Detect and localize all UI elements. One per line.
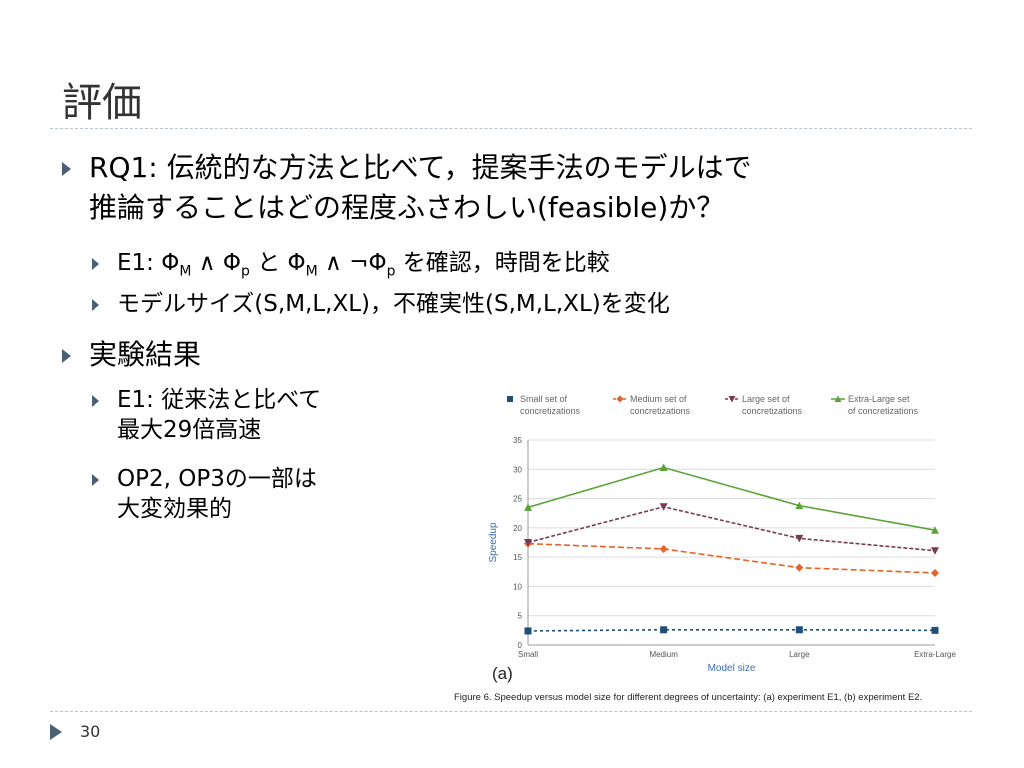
panel-label: (a) (492, 664, 513, 683)
result1-line2: 最大29倍高速 (117, 417, 262, 443)
bullet-result-2: OP2, OP3の一部は 大変効果的 (92, 464, 382, 524)
bullet-e1: E1: ΦM ∧ Φp と ΦM ∧ ¬Φp を確認，時間を比較 (92, 248, 610, 287)
bullet-model-sizes: モデルサイズ(S,M,L,XL)，不確実性(S,M,L,XL)を変化 (92, 289, 670, 319)
y-tick-label: 5 (518, 612, 523, 621)
legend-marker (728, 396, 736, 403)
data-point (524, 503, 532, 511)
subscript-m: M (179, 263, 192, 280)
title-divider (50, 128, 972, 129)
subscript-m: M (305, 263, 318, 280)
to-text: と (257, 250, 281, 276)
series-line (527, 628, 936, 632)
phi-symbol: Φ (161, 250, 180, 276)
x-tick-label: Medium (649, 650, 678, 659)
data-point (659, 463, 668, 472)
page-number: 30 (80, 722, 101, 741)
legend-label: Small set of (520, 394, 568, 404)
result1-line1: E1: 従来法と比べて (117, 387, 322, 413)
not-symbol: ¬ (349, 250, 369, 276)
bullet-arrow-icon (62, 162, 71, 176)
legend-label: concretizations (742, 406, 803, 416)
x-tick-label: Large (789, 650, 810, 659)
e1-suffix: を確認，時間を比較 (402, 250, 610, 276)
x-tick-label: Small (518, 650, 538, 659)
data-point (524, 539, 532, 547)
rq1-line1: RQ1: 伝統的な方法と比べて，提案手法のモデルはで (89, 151, 752, 184)
bullet-arrow-icon (92, 299, 99, 311)
and-symbol: ∧ (198, 250, 216, 276)
legend-label: Extra-Large set (848, 394, 910, 404)
bullet-arrow-icon (92, 395, 99, 407)
result2-line1: OP2, OP3の一部は (117, 466, 317, 492)
subscript-p: p (241, 263, 250, 280)
speedup-chart-svg: 0 5 10 15 20 25 30 35 Small Medium Large Extra-Larg… (454, 394, 956, 703)
phi-symbol: Φ (368, 250, 387, 276)
phi-symbol: Φ (287, 250, 306, 276)
footer-divider (50, 711, 972, 712)
data-point (931, 568, 939, 577)
data-point (931, 526, 939, 534)
data-point (660, 626, 668, 634)
legend-label: concretizations (520, 406, 581, 416)
figure-caption: Figure 6. Speedup versus model size for … (454, 692, 922, 703)
x-tick-label: Extra-Large (914, 650, 956, 659)
y-tick-label: 15 (513, 553, 522, 562)
data-point (795, 501, 804, 510)
legend-label: Large set of (742, 394, 790, 404)
legend-marker (616, 395, 624, 403)
speedup-chart: 0 5 10 15 20 25 30 35 Small Medium Large Extra-Larg… (430, 385, 990, 710)
series-line (527, 542, 936, 574)
y-tick-label: 25 (513, 495, 522, 504)
legend-label: Medium set of (630, 394, 687, 404)
phi-symbol: Φ (222, 250, 242, 276)
bullet-arrow-icon (92, 258, 99, 270)
bullet-result-1: E1: 従来法と比べて 最大29倍高速 (92, 385, 382, 445)
data-point (931, 626, 939, 634)
y-tick-label: 30 (513, 465, 522, 474)
slide-title: 評価 (62, 80, 142, 126)
y-tick-label: 35 (513, 436, 522, 445)
x-axis-label: Model size (708, 663, 756, 674)
data-point (659, 503, 668, 511)
data-point (795, 563, 804, 572)
rq1-line2: 推論することはどの程度ふさわしい(feasible)か？ (89, 191, 725, 224)
model-sizes-text: モデルサイズ(S,M,L,XL)，不確実性(S,M,L,XL)を変化 (117, 291, 670, 317)
legend-marker (507, 396, 513, 402)
e1-prefix: E1: (117, 250, 162, 276)
bullet-results: 実験結果 (62, 335, 201, 375)
y-tick-label: 0 (518, 641, 523, 650)
bullet-arrow-icon (92, 474, 99, 486)
data-point (931, 547, 939, 555)
data-point (524, 627, 532, 635)
y-axis-label: Speedup (488, 522, 499, 562)
y-tick-label: 20 (513, 524, 522, 533)
bullet-rq1: RQ1: 伝統的な方法と比べて，提案手法のモデルはで 推論することはどの程度ふさ… (62, 148, 952, 228)
legend-label: concretizations (630, 406, 691, 416)
results-heading: 実験結果 (89, 338, 202, 371)
and-symbol: ∧ (325, 250, 342, 276)
y-tick-label: 10 (513, 582, 522, 591)
series-line (527, 505, 936, 552)
footer-arrow-icon (50, 724, 62, 740)
data-point (795, 626, 803, 634)
data-point (795, 534, 804, 543)
bullet-arrow-icon (62, 349, 71, 363)
subscript-p: p (386, 263, 396, 280)
series-line (527, 466, 936, 531)
data-point (659, 544, 668, 553)
result2-line2: 大変効果的 (117, 496, 232, 522)
legend-label: of concretizations (848, 406, 919, 416)
legend-marker (834, 395, 842, 402)
